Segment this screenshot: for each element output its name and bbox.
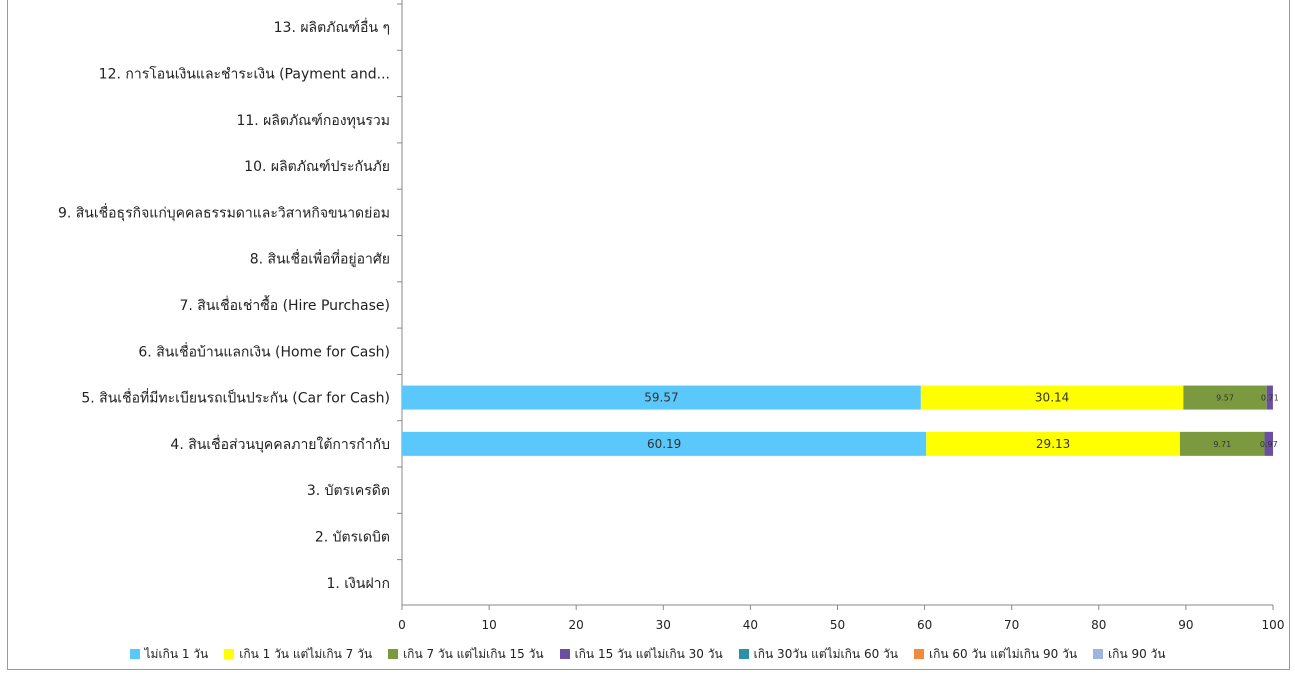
bar-segment[interactable] [920,385,1184,410]
legend-swatch [738,649,749,659]
legend-swatch [559,649,570,659]
bar-segment[interactable] [402,385,921,410]
stacked-bar-chart: 13. ผลิตภัณฑ์อื่น ๆ 12. การโอนเงินและชำระ… [58,0,1285,632]
legend-swatch [388,649,399,659]
legend-swatch [1093,649,1104,659]
legend-swatch [224,649,235,659]
legend-item: เกิน 7 วัน แต่ไม่เกิน 15 วัน [388,645,544,664]
category-label: 3. บัตรเครดิต [307,483,390,499]
category-label: 9. สินเชื่อธุรกิจแก่บุคคลธรรมดาและวิสาหก… [58,203,390,221]
category-label: 4. สินเชื่อส่วนบุคคลภายใต้การกำกับ [170,435,390,453]
bar-segment[interactable] [1183,385,1267,410]
legend: ไม่เกิน 1 วัน เกิน 1 วัน แต่ไม่เกิน 7 วัน… [0,644,1295,664]
category-label: 11. ผลิตภัณฑ์กองทุนรวม [236,112,390,129]
x-tick-label: 100 [1262,618,1285,632]
legend-label: เกิน 90 วัน [1108,646,1166,661]
legend-label: เกิน 30วัน แต่ไม่เกิน 60 วัน [753,646,898,661]
bar-value-label: 30.14 [1035,391,1069,405]
category-label: 13. ผลิตภัณฑ์อื่น ๆ [274,18,390,36]
x-tick-label: 80 [1091,618,1106,632]
legend-label: เกิน 7 วัน แต่ไม่เกิน 15 วัน [403,646,544,661]
x-tick-label: 90 [1178,618,1193,632]
bar-segment[interactable] [1266,385,1273,410]
x-tick-label: 40 [743,618,758,632]
category-label: 7. สินเชื่อเช่าซื้อ (Hire Purchase) [179,295,390,314]
bar-value-label: 9.57 [1216,394,1234,403]
x-tick-label: 20 [569,618,584,632]
legend-label: เกิน 1 วัน แต่ไม่เกิน 7 วัน [239,646,373,661]
legend-swatch [129,649,140,659]
x-tick-label: 10 [481,618,496,632]
bar-value-label: 9.71 [1213,440,1231,449]
category-label: 1. เงินฝาก [326,576,390,592]
x-tick-label: 30 [656,618,671,632]
legend-item: เกิน 60 วัน แต่ไม่เกิน 90 วัน [913,645,1078,664]
category-label: 10. ผลิตภัณฑ์ประกันภัย [244,158,390,175]
bar-value-label: 0.71 [1261,394,1279,403]
bar-segment[interactable] [1264,431,1273,456]
category-label: 2. บัตรเดบิต [315,529,390,545]
bar-value-label: 60.19 [647,437,681,451]
legend-item: เกิน 90 วัน [1093,645,1166,664]
legend-item: เกิน 30วัน แต่ไม่เกิน 60 วัน [738,645,898,664]
x-tick-label: 60 [917,618,932,632]
bar-segment[interactable] [1179,431,1265,456]
category-label: 12. การโอนเงินและชำระเงิน (Payment and..… [99,65,390,82]
bar-value-label: 0.97 [1260,440,1278,449]
legend-swatch [913,649,924,659]
x-tick-label: 50 [830,618,845,632]
chart-frame [7,0,1290,670]
legend-label: ไม่เกิน 1 วัน [144,646,209,661]
bar-value-label: 59.57 [644,391,678,405]
category-label: 6. สินเชื่อบ้านแลกเงิน (Home for Cash) [138,342,390,360]
legend-item: เกิน 1 วัน แต่ไม่เกิน 7 วัน [224,645,372,664]
legend-label: เกิน 15 วัน แต่ไม่เกิน 30 วัน [574,646,723,661]
bar-segment[interactable] [402,431,927,456]
category-label: 8. สินเชื่อเพื่อที่อยู่อาศัย [250,250,390,268]
category-label: 5. สินเชื่อที่มีทะเบียนรถเป็นประกัน (Car… [81,389,390,407]
bar-value-label: 29.13 [1036,437,1070,451]
x-tick-label: 70 [1004,618,1019,632]
legend-item: ไม่เกิน 1 วัน [129,645,209,664]
bar-segment[interactable] [926,431,1180,456]
legend-label: เกิน 60 วัน แต่ไม่เกิน 90 วัน [928,646,1078,661]
legend-item: เกิน 15 วัน แต่ไม่เกิน 30 วัน [559,645,723,664]
x-tick-label: 0 [398,618,406,632]
